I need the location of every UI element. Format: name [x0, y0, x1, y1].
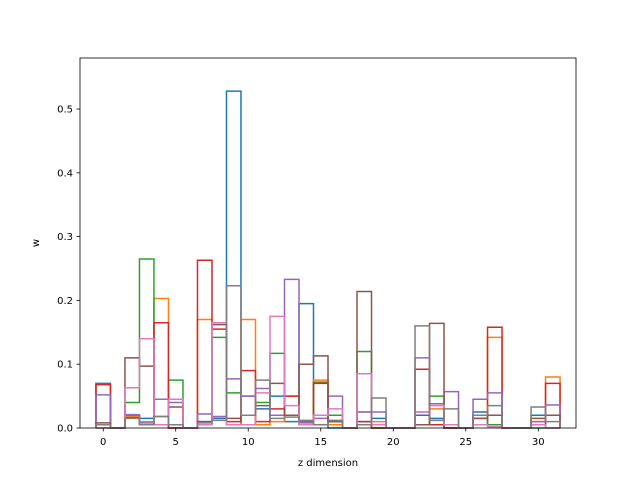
y-tick-label: 0.3 — [57, 232, 73, 243]
y-tick-label: 0.1 — [57, 360, 73, 371]
x-tick-label: 25 — [459, 437, 472, 448]
series-7-step-line — [95, 315, 561, 429]
y-tick-label: 0.4 — [57, 168, 73, 179]
x-tick-label: 20 — [387, 437, 400, 448]
x-axis: 0 5 10 15 20 25 30 — [100, 428, 545, 448]
plot-frame — [79, 57, 577, 429]
y-axis: 0.0 0.1 0.2 0.3 0.4 0.5 — [57, 105, 80, 435]
y-axis-label: w — [31, 239, 42, 247]
x-tick-label: 30 — [532, 437, 545, 448]
series-8-step-line — [95, 284, 561, 429]
series-layer — [95, 90, 561, 429]
x-tick-label: 0 — [100, 437, 106, 448]
y-tick-label: 0.5 — [57, 105, 73, 116]
x-tick-label: 10 — [242, 437, 255, 448]
x-tick-label: 5 — [173, 437, 179, 448]
x-axis-label: z dimension — [298, 458, 358, 469]
y-tick-label: 0.0 — [57, 424, 73, 435]
y-tick-label: 0.2 — [57, 296, 73, 307]
x-tick-label: 15 — [314, 437, 327, 448]
